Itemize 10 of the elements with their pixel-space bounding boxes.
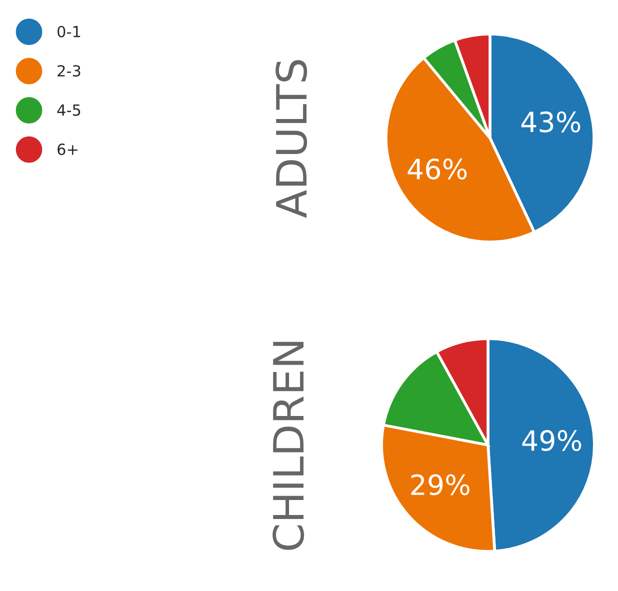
text: ADULTS xyxy=(276,60,308,218)
legend-label: 6+ xyxy=(58,144,78,156)
legend-label: 2-3 xyxy=(58,65,80,77)
legend-label: 0-1 xyxy=(58,26,80,38)
data-label: 29% xyxy=(411,474,470,496)
data-label: 49% xyxy=(522,430,582,452)
data-label: 43% xyxy=(521,111,580,132)
text: CHILDREN xyxy=(272,342,304,550)
data-label: 46% xyxy=(408,158,467,180)
legend-label: 4-5 xyxy=(57,104,80,116)
